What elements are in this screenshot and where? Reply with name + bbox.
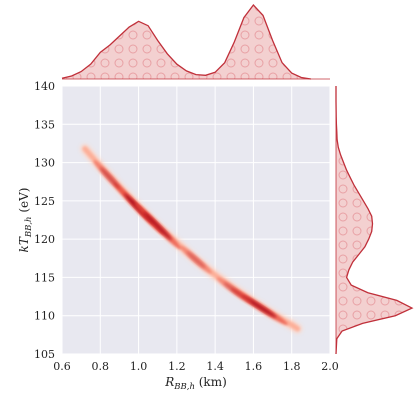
y-tick-label: 130 [34,157,55,170]
y-tick-label: 125 [34,195,55,208]
x-tick-label: 1.0 [130,360,148,373]
x-tick-label: 1.4 [206,360,224,373]
x-tick-label: 2.0 [321,360,339,373]
density-peak [216,277,253,304]
marginal-y-kde [335,86,414,355]
y-axis-label: kTBB,h (eV) [17,188,34,253]
plot-background [62,86,330,354]
marginal-y-line [335,86,414,355]
x-tick-label: 0.8 [92,360,110,373]
y-tick-labels: 105 110 115 120 125 130 135 140 [34,80,55,361]
marginal-x-line [61,3,312,80]
joint-axes [61,85,331,355]
x-axis-label: RBB,h (km) [164,375,227,392]
grid-lines [61,85,331,355]
x-tick-label: 0.6 [53,360,71,373]
x-tick-label: 1.6 [245,360,263,373]
y-tick-label: 115 [34,271,55,284]
x-tick-label: 1.2 [168,360,186,373]
x-tick-label: 1.8 [283,360,301,373]
y-tick-label: 140 [34,80,55,93]
density-peak [93,160,127,196]
joint-density [80,144,302,334]
marginal-x-kde [61,3,330,80]
y-tick-label: 110 [34,310,55,323]
x-tick-labels: 0.6 0.8 1.0 1.2 1.4 1.6 1.8 2.0 [53,360,339,373]
y-tick-label: 105 [34,348,55,361]
y-tick-label: 135 [34,118,55,131]
density-peak [180,245,212,274]
y-tick-label: 120 [34,233,55,246]
marginal-x-hatch [62,5,311,79]
density-peak [134,202,181,250]
